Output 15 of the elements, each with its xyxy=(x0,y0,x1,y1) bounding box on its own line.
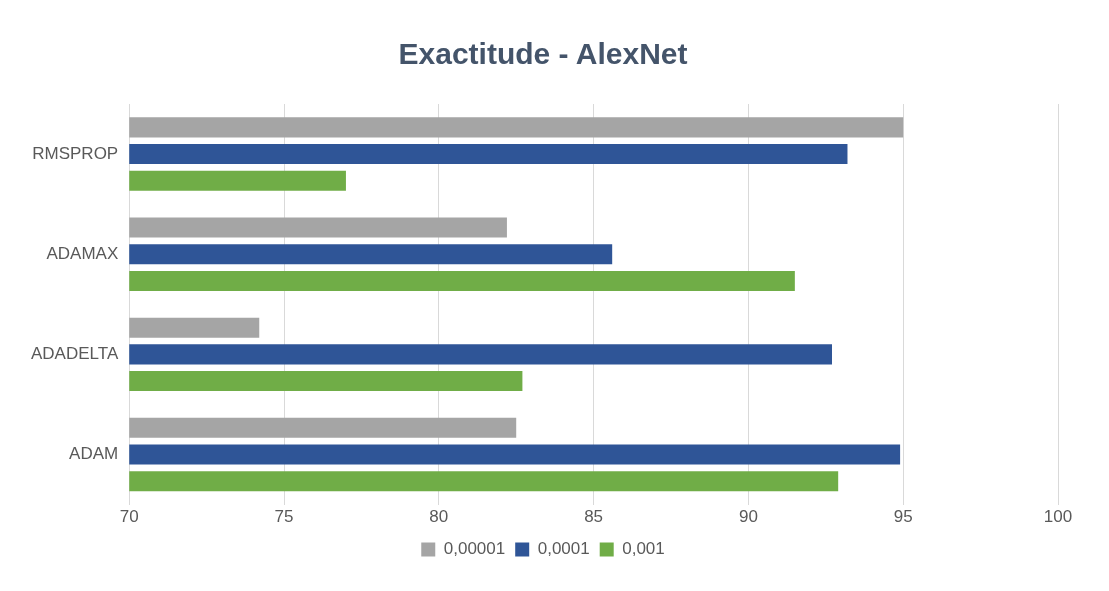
x-tick-label: 100 xyxy=(1043,507,1073,527)
x-tick-label: 75 xyxy=(274,507,294,527)
legend-label: 0,0001 xyxy=(537,539,590,559)
legend-label: 0,00001 xyxy=(443,539,506,559)
x-tick-label: 80 xyxy=(429,507,449,527)
x-tick-label: 95 xyxy=(893,507,913,527)
y-tick-label: ADAMAX xyxy=(46,243,119,263)
chart-title: Exactitude - AlexNet xyxy=(398,37,688,71)
x-tick-label: 85 xyxy=(584,507,604,527)
y-tick-label: RMSPROP xyxy=(32,143,119,163)
y-tick-label: ADADELTA xyxy=(30,344,119,364)
legend-label: 0,001 xyxy=(622,539,665,559)
x-tick-label: 90 xyxy=(738,507,758,527)
y-tick-label: ADAM xyxy=(69,444,119,464)
x-tick-label: 70 xyxy=(119,507,139,527)
